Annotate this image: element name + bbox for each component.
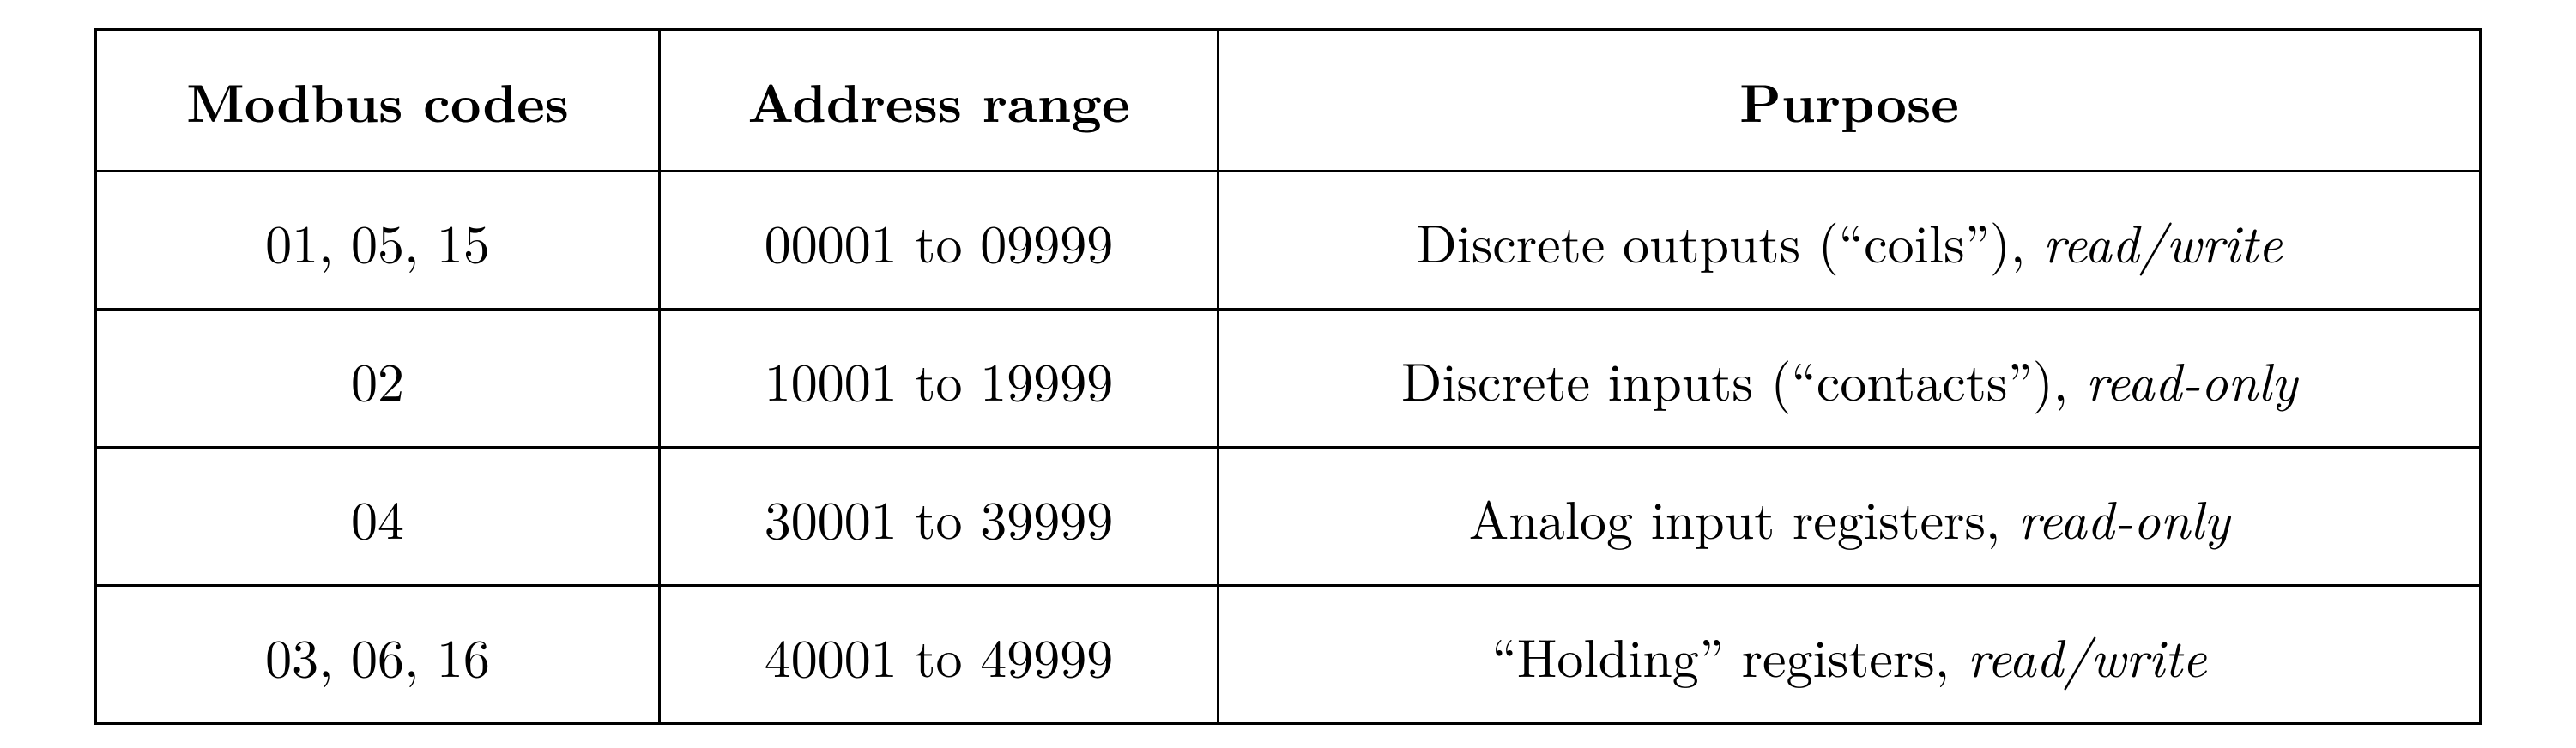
- table-row: 01, 05, 15 00001 to 09999 Discrete outpu…: [96, 172, 2481, 310]
- purpose-mode: read/write: [1967, 617, 2206, 692]
- table-row: 02 10001 to 19999 Discrete inputs (“cont…: [96, 310, 2481, 448]
- cell-purpose: Analog input registers, read-only: [1218, 448, 2481, 586]
- page: Modbus codes Address range Purpose 01, 0…: [0, 0, 2576, 748]
- table-header-row: Modbus codes Address range Purpose: [96, 30, 2481, 172]
- cell-codes: 01, 05, 15: [96, 172, 660, 310]
- cell-codes: 03, 06, 16: [96, 586, 660, 724]
- purpose-mode: read/write: [2043, 202, 2283, 278]
- col-header-purpose: Purpose: [1218, 30, 2481, 172]
- modbus-table: Modbus codes Address range Purpose 01, 0…: [94, 28, 2482, 725]
- purpose-mode: read-only: [2018, 479, 2229, 554]
- cell-purpose: Discrete inputs (“contacts”), read-only: [1218, 310, 2481, 448]
- col-header-range: Address range: [660, 30, 1218, 172]
- cell-range: 40001 to 49999: [660, 586, 1218, 724]
- purpose-text: Analog input registers,: [1469, 479, 2018, 554]
- table-row: 03, 06, 16 40001 to 49999 “Holding” regi…: [96, 586, 2481, 724]
- cell-range: 10001 to 19999: [660, 310, 1218, 448]
- cell-range: 30001 to 39999: [660, 448, 1218, 586]
- cell-purpose: “Holding” registers, read/write: [1218, 586, 2481, 724]
- cell-codes: 04: [96, 448, 660, 586]
- table-row: 04 30001 to 39999 Analog input registers…: [96, 448, 2481, 586]
- cell-range: 00001 to 09999: [660, 172, 1218, 310]
- purpose-text: Discrete outputs (“coils”),: [1416, 202, 2042, 278]
- purpose-text: “Holding” registers,: [1492, 617, 1968, 692]
- cell-codes: 02: [96, 310, 660, 448]
- purpose-mode: read-only: [2086, 341, 2297, 416]
- cell-purpose: Discrete outputs (“coils”), read/write: [1218, 172, 2481, 310]
- purpose-text: Discrete inputs (“contacts”),: [1401, 341, 2086, 416]
- col-header-codes: Modbus codes: [96, 30, 660, 172]
